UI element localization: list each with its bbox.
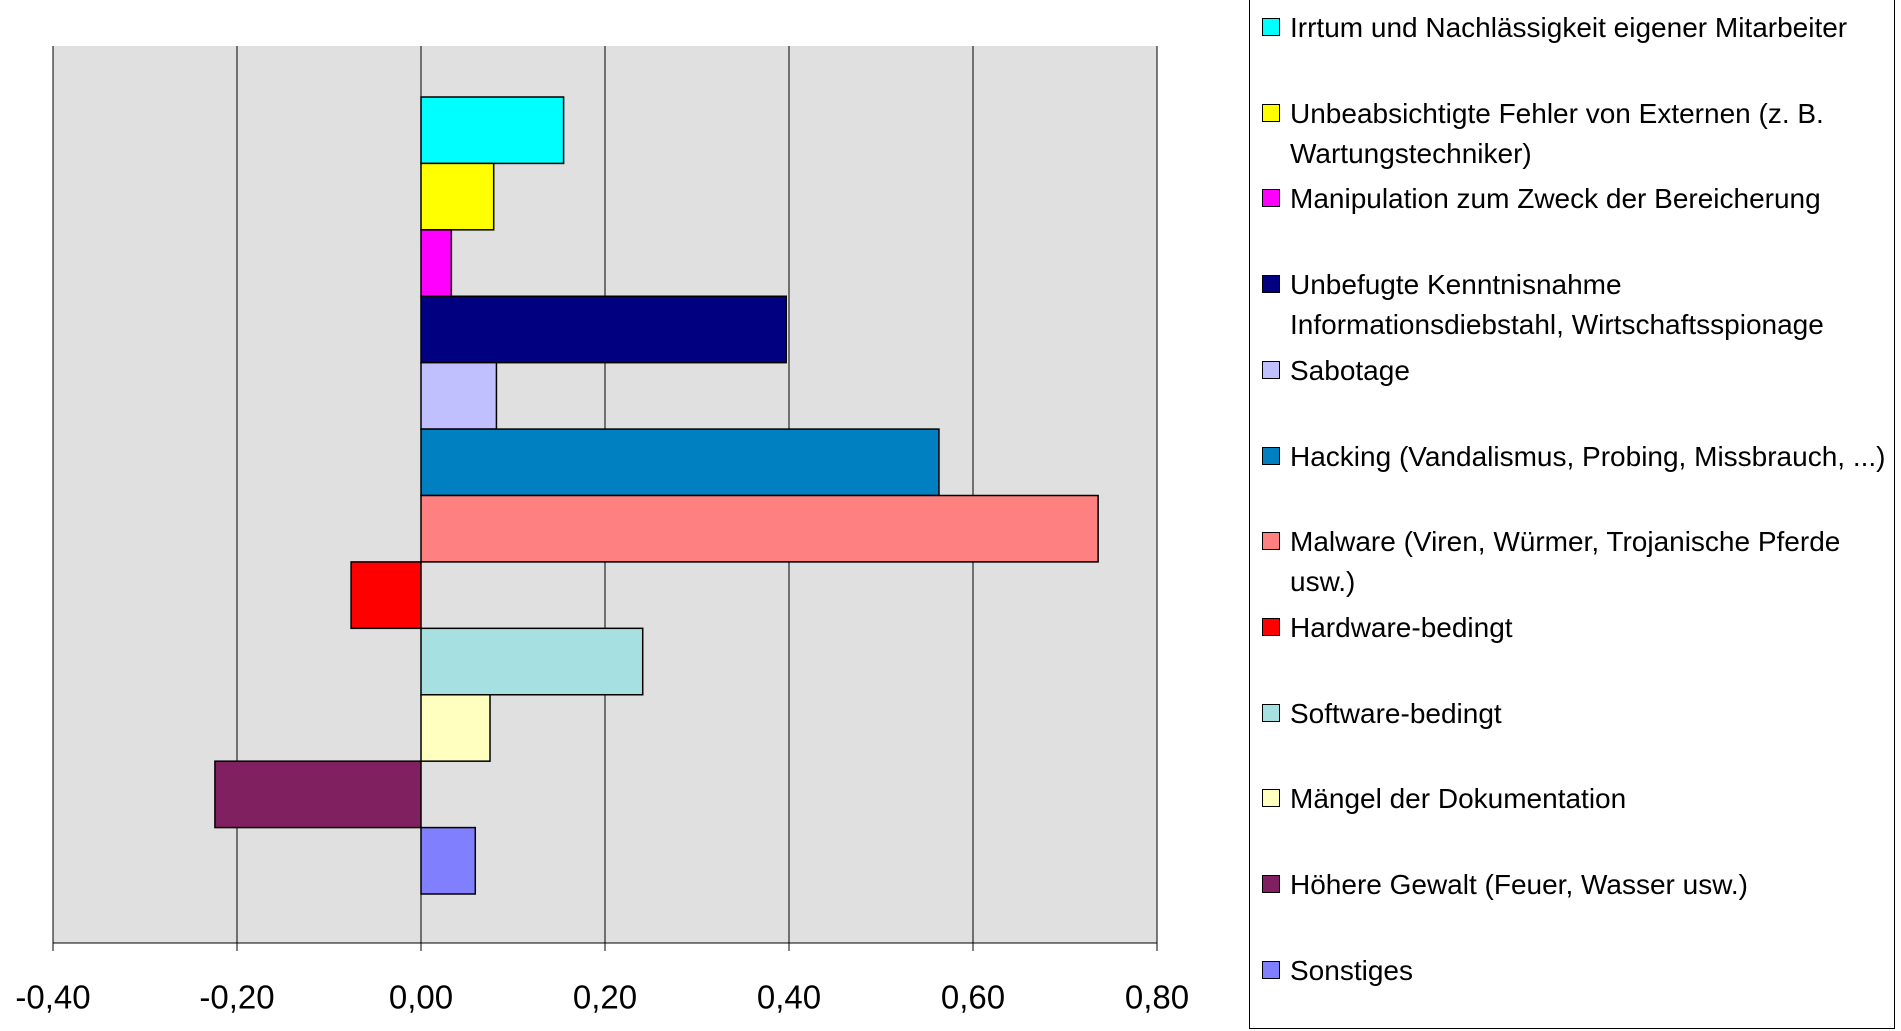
x-tick-label: 0,60 [941, 979, 1005, 1016]
legend-swatch [1262, 189, 1280, 208]
legend-swatch [1262, 960, 1280, 979]
bar [420, 229, 453, 297]
bar [420, 694, 491, 762]
legend-label: Sabotage [1290, 354, 1410, 386]
x-tick-label: 0,80 [1125, 979, 1189, 1016]
legend-swatch [1262, 275, 1280, 294]
legend: Irrtum und Nachlässigkeit eigener Mitarb… [1249, 0, 1895, 1029]
legend-swatch [1262, 446, 1280, 465]
legend-label: Irrtum und Nachlässigkeit eigener Mitarb… [1290, 12, 1848, 43]
x-tick-label: -0,40 [15, 979, 90, 1016]
bar [350, 561, 422, 630]
x-tick-label: 0,40 [757, 979, 821, 1016]
bar [420, 627, 644, 696]
legend-label: Hardware-bedingt [1290, 611, 1513, 643]
legend-label: Höhere Gewalt (Feuer, Wasser usw.) [1290, 869, 1749, 900]
legend-swatch [1262, 617, 1280, 636]
legend-swatch [1262, 360, 1280, 379]
legend-swatch [1262, 532, 1280, 551]
x-tick-label: 0,20 [573, 979, 637, 1016]
x-tick-label: 0,00 [389, 979, 453, 1016]
legend-label: Hacking (Vandalismus, Probing, Missbrauc… [1290, 440, 1886, 472]
bar [420, 162, 495, 231]
legend-swatch [1262, 703, 1280, 722]
legend-label: Manipulation zum Zweck der Bereicherung [1290, 183, 1821, 215]
legend-swatch [1262, 18, 1280, 36]
bar [420, 96, 565, 165]
bar [420, 361, 498, 430]
bar [420, 826, 477, 895]
bar [214, 760, 422, 829]
legend-swatch [1262, 875, 1280, 893]
legend-label: Software-bedingt [1290, 697, 1502, 729]
legend-label: Unbeabsichtigte Fehler von Externen (z. … [1290, 97, 1824, 169]
legend-swatch [1262, 789, 1280, 808]
chart: -0,40 -0,20 0,00 0,20 0,40 0,60 0,80 [15, 46, 1189, 1016]
bar [420, 494, 1099, 563]
legend-label: Malware (Viren, Würmer, Trojanische Pfer… [1290, 526, 1841, 598]
legend-label: Unbefugte Kenntnisnahme Informationsdieb… [1290, 269, 1824, 341]
legend-swatch [1262, 103, 1280, 122]
legend-label: Mängel der Dokumentation [1290, 783, 1627, 815]
x-tick-label: -0,20 [199, 979, 274, 1016]
legend-label: Sonstiges [1290, 954, 1413, 986]
bar [420, 428, 940, 497]
bar [420, 295, 787, 364]
